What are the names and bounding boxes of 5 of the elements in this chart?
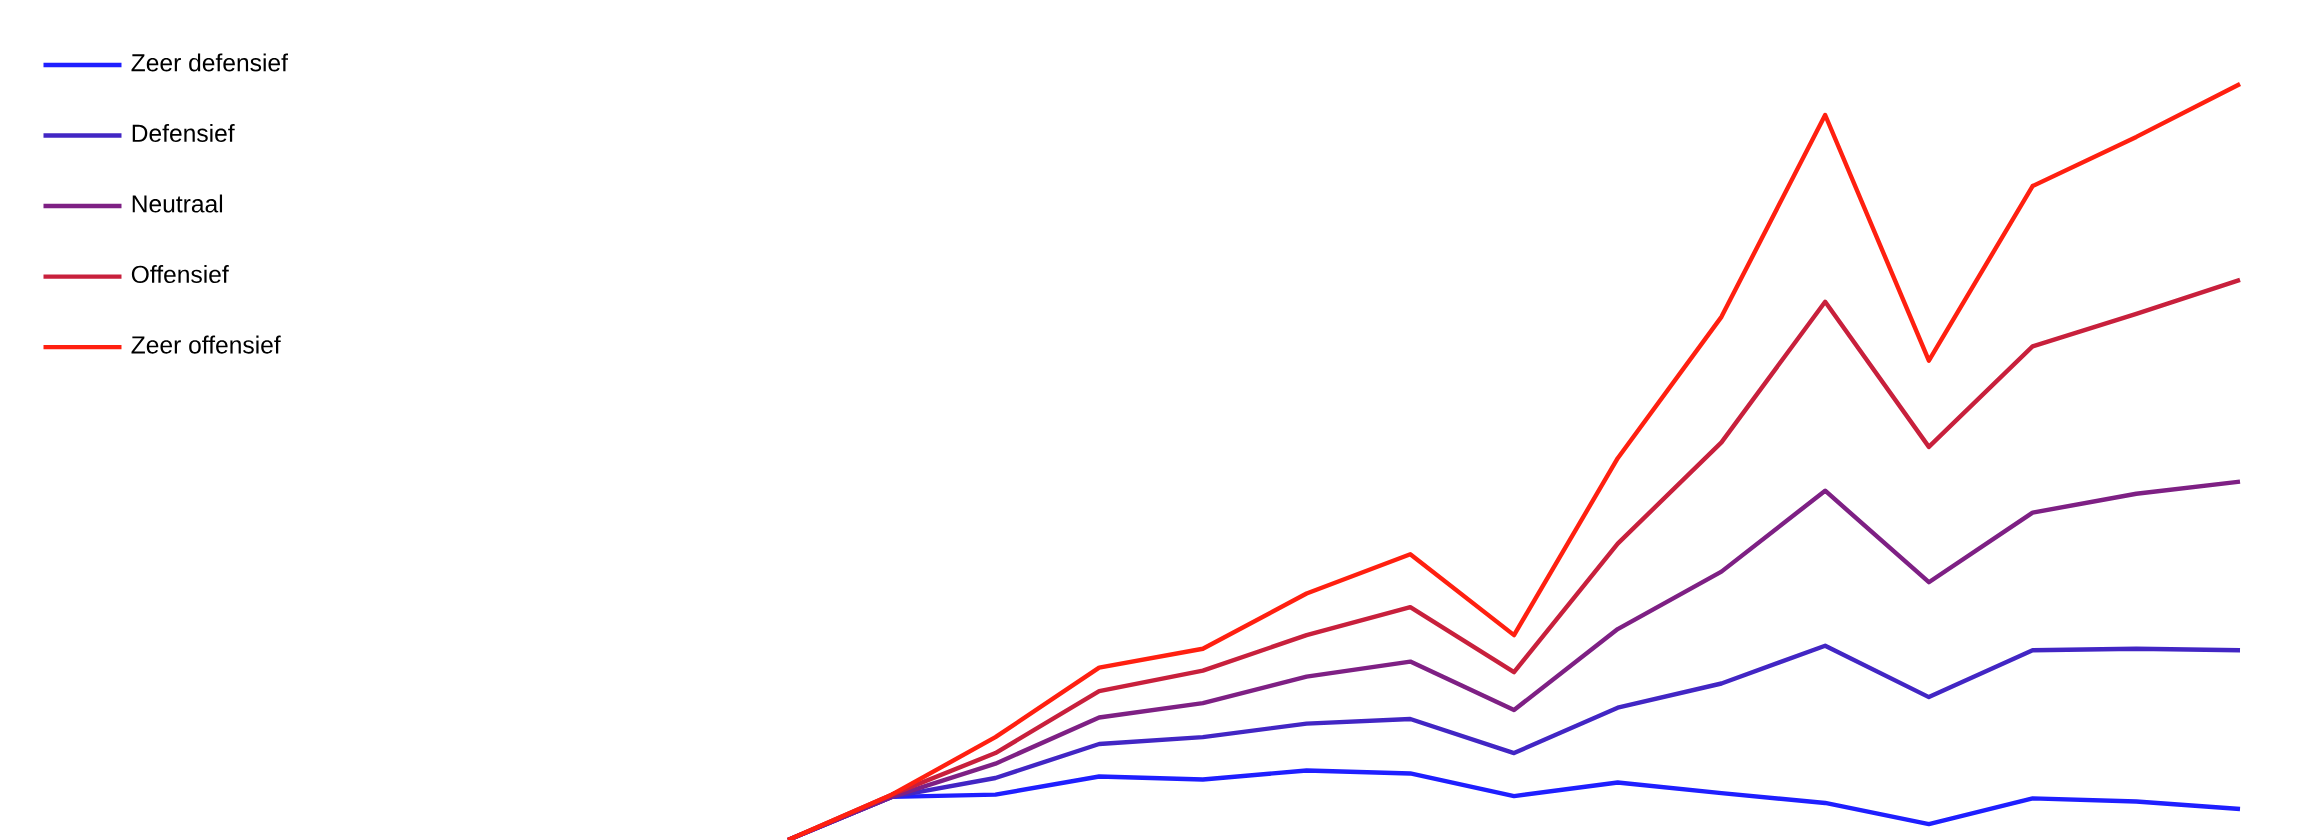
legend-label: Zeer offensief <box>131 335 281 354</box>
legend-label: Zeer defensief <box>131 53 288 72</box>
legend-label: Offensief <box>131 265 229 284</box>
legend-label: Neutraal <box>132 194 223 213</box>
legend-label: Defensief <box>132 123 235 142</box>
